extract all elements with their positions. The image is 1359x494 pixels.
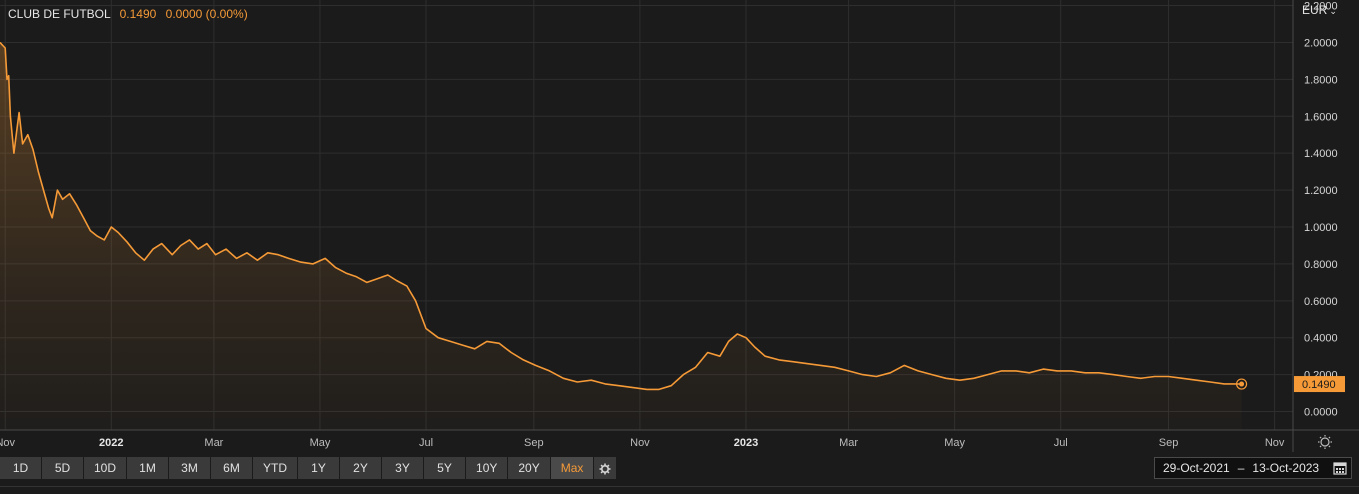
gear-icon	[599, 463, 611, 475]
date-from: 29-Oct-2021	[1163, 461, 1230, 475]
y-tick-label: 0.0000	[1304, 407, 1338, 419]
currency-selector[interactable]: EUR ⌄	[1302, 3, 1337, 17]
y-tick-label: 0.4000	[1304, 333, 1338, 345]
x-tick-label: Mar	[204, 437, 223, 449]
x-tick-label: 2022	[99, 437, 123, 449]
range-selector: 1D 5D 10D 1M 3M 6M YTD 1Y 2Y 3Y 5Y 10Y 20Y Max	[0, 457, 617, 479]
date-to: 13-Oct-2023	[1252, 461, 1320, 475]
range-button-2y[interactable]: 2Y	[340, 457, 382, 479]
y-tick-label: 0.8000	[1304, 259, 1338, 271]
series-area	[0, 42, 1242, 431]
price-change: 0.0000 (0.00%)	[165, 7, 248, 21]
x-tick-label: Sep	[524, 437, 544, 449]
x-tick-label: Mar	[839, 437, 858, 449]
y-tick-label: 2.0000	[1304, 37, 1338, 49]
axis-layer: 2.2000 2.0000 1.8000 1.6000 1.4000 1.2000 1.00…	[0, 0, 1359, 452]
x-tick-label: May	[944, 437, 965, 449]
x-tick-label: Sep	[1159, 437, 1179, 449]
security-name: CLUB DE FUTBOL	[8, 7, 111, 21]
x-tick-label: Nov	[630, 437, 650, 449]
x-tick-label: Jul	[419, 437, 433, 449]
range-button-ytd[interactable]: YTD	[253, 457, 298, 479]
area-layer	[0, 41, 1248, 431]
calendar-icon[interactable]	[1333, 461, 1347, 475]
x-tick-label: Nov	[1265, 437, 1285, 449]
x-tick-label: May	[310, 437, 331, 449]
y-tick-label: 1.6000	[1304, 111, 1338, 123]
chevron-down-icon: ⌄	[1329, 6, 1337, 16]
range-button-20y[interactable]: 20Y	[508, 457, 550, 479]
x-tick-label: Nov	[0, 437, 15, 449]
y-tick-label: 0.6000	[1304, 296, 1338, 308]
range-button-10d[interactable]: 10D	[84, 457, 127, 479]
range-button-max[interactable]: Max	[550, 457, 594, 479]
currency-label: EUR	[1302, 3, 1328, 17]
series-line	[0, 41, 1242, 391]
range-button-5d[interactable]: 5D	[42, 457, 83, 479]
range-button-6m[interactable]: 6M	[211, 457, 253, 479]
last-point-ring	[1235, 378, 1248, 390]
last-price: 0.1490	[119, 7, 157, 21]
y-tick-label: 1.4000	[1304, 148, 1338, 160]
settings-button[interactable]	[594, 457, 617, 479]
x-tick-label: 2023	[734, 437, 758, 449]
crosshair-icon[interactable]	[1318, 435, 1332, 449]
y-tick-label: 1.8000	[1304, 74, 1338, 86]
range-button-5y[interactable]: 5Y	[424, 457, 466, 479]
range-button-1d[interactable]: 1D	[0, 457, 41, 479]
last-value-badge	[1294, 376, 1345, 393]
last-point-dot	[1239, 381, 1245, 387]
y-tick-label: 1.2000	[1304, 185, 1338, 197]
range-button-1m[interactable]: 1M	[127, 457, 169, 479]
range-button-1y[interactable]: 1Y	[298, 457, 340, 479]
y-tick-label: 1.0000	[1304, 222, 1338, 234]
range-button-10y[interactable]: 10Y	[466, 457, 508, 479]
range-button-3m[interactable]: 3M	[169, 457, 211, 479]
divider	[0, 486, 1359, 487]
ticker-header: CLUB DE FUTBOL 0.1490 0.0000 (0.00%)	[8, 7, 248, 21]
x-tick-label: Jul	[1054, 437, 1068, 449]
date-separator: –	[1237, 461, 1245, 475]
y-tick-label: 2.2000	[1304, 1, 1338, 13]
last-value-label: 0.1490	[1302, 379, 1336, 391]
range-button-3y[interactable]: 3Y	[382, 457, 424, 479]
date-range-picker[interactable]: 29-Oct-2021 – 13-Oct-2023	[1154, 457, 1352, 479]
